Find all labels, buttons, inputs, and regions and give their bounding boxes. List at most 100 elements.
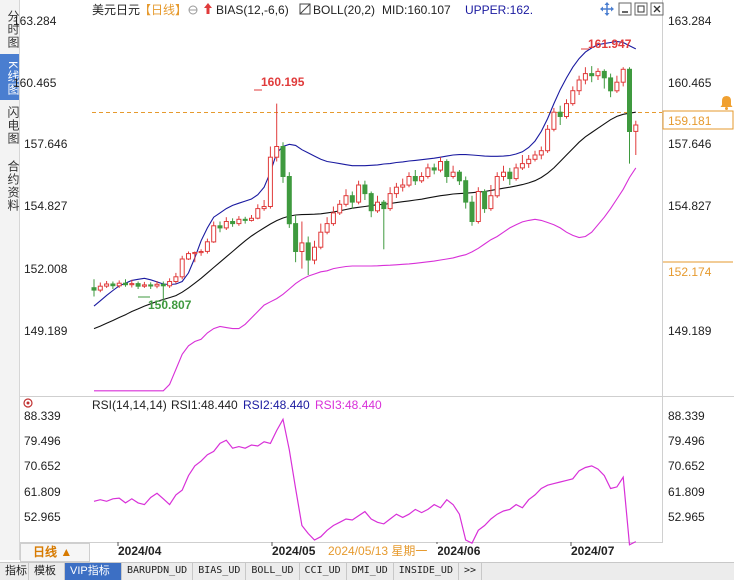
candle-body-down — [293, 223, 299, 253]
candle-body-up — [425, 167, 431, 177]
svg-text:150.807: 150.807 — [148, 298, 192, 312]
candle-body-up — [186, 253, 191, 260]
tab-contract-info[interactable]: 合约资料 — [6, 160, 20, 212]
rsi-axis-right: 88.339 79.496 70.652 61.809 52.965 — [668, 409, 705, 524]
tab-kline[interactable]: K线图 — [0, 54, 20, 100]
candle — [406, 172, 412, 188]
candle-body-up — [582, 73, 588, 81]
candle — [230, 218, 236, 227]
candle — [501, 165, 506, 181]
candle-body-down — [368, 193, 374, 212]
price-tick-left: 160.465 — [13, 76, 57, 90]
candle-body-up — [236, 218, 242, 225]
candle — [148, 282, 154, 289]
candle — [589, 66, 595, 83]
rsi-line — [93, 417, 637, 546]
candle-body-up — [274, 146, 280, 158]
candle — [375, 195, 380, 213]
candle-body-up — [204, 241, 210, 252]
candle — [463, 176, 469, 209]
candle — [337, 200, 343, 215]
candle-body-up — [419, 176, 425, 182]
tab-lightning[interactable]: 闪电图 — [6, 105, 20, 145]
candle-body-up — [173, 276, 179, 282]
price-axis-left: 163.284 160.465 157.646 154.827 152.008 … — [13, 14, 68, 338]
tab-more[interactable]: >> — [459, 563, 483, 580]
candle-body-down — [608, 77, 614, 92]
rsi-tick-left: 70.652 — [24, 459, 61, 473]
candle — [223, 217, 229, 230]
period-selector-button[interactable]: 日线 ▲ — [20, 543, 90, 562]
candle-body-down — [280, 146, 286, 177]
candle — [494, 172, 500, 198]
candle-body-up — [330, 212, 336, 225]
candle — [242, 216, 248, 224]
candle-body-up — [633, 124, 639, 132]
candle-body-up — [223, 221, 229, 229]
candle — [167, 278, 173, 288]
candle-body-up — [337, 203, 343, 214]
tab-dmi[interactable]: DMI_UD — [347, 563, 394, 580]
boll-bands — [93, 40, 637, 392]
rsi-tick-right: 70.652 — [668, 459, 705, 473]
tab-templates[interactable]: 模板 — [29, 563, 65, 580]
candle — [349, 191, 355, 209]
move-icon[interactable] — [600, 2, 614, 16]
candle — [450, 165, 456, 179]
cursor-date-label: 2024/05/13 星期一 — [328, 544, 427, 558]
rsi-tick-right: 79.496 — [668, 434, 705, 448]
candle-body-up — [324, 223, 330, 233]
rsi-tick-right: 88.339 — [668, 409, 705, 423]
minimize-icon[interactable] — [618, 2, 632, 16]
candle-body-down — [507, 171, 513, 180]
maximize-icon[interactable] — [634, 2, 648, 16]
candle — [620, 67, 626, 87]
candle-body-up — [116, 282, 122, 287]
tab-boll[interactable]: BOLL_UD — [246, 563, 300, 580]
x-tick-label: 2024/06 — [437, 544, 481, 558]
candle-body-up — [438, 161, 443, 171]
price-axis-right: 163.284 160.465 157.646 154.827 149.189 — [668, 14, 712, 338]
candle-body-up — [488, 195, 494, 210]
settings-icon[interactable] — [188, 5, 198, 15]
high-annotation-2: 161.947 — [581, 37, 632, 51]
candle-body-up — [97, 285, 103, 291]
rsi-settings-icon[interactable] — [23, 398, 33, 408]
candle — [545, 125, 551, 153]
tab-bias[interactable]: BIAS_UD — [193, 563, 247, 580]
candle — [318, 223, 324, 250]
candle-body-down — [627, 68, 632, 133]
tab-time-sharing[interactable]: 分时图 — [6, 9, 20, 49]
boll-legend: BOLL(20,2) — [313, 3, 375, 17]
candle — [186, 251, 191, 260]
candle — [627, 67, 632, 164]
x-tick-label: 2024/07 — [571, 544, 615, 558]
candle — [324, 217, 330, 235]
close-icon[interactable] — [650, 2, 664, 16]
candle-body-up — [299, 242, 305, 252]
candle — [595, 68, 601, 80]
alarm-icon[interactable] — [720, 96, 733, 110]
price-tick-left: 152.008 — [24, 262, 68, 276]
candle — [129, 279, 135, 288]
tab-barupdn[interactable]: BARUPDN_UD — [122, 563, 194, 580]
tab-cci[interactable]: CCI_UD — [300, 563, 347, 580]
candle-body-down — [286, 176, 292, 225]
candle-body-up — [356, 184, 362, 203]
candle — [469, 195, 475, 226]
price-tick-left: 157.646 — [24, 137, 68, 151]
candle — [274, 103, 280, 162]
candle-body-up — [475, 191, 481, 222]
tab-indicators[interactable]: 指标 — [0, 563, 29, 580]
candle-body-up — [620, 68, 626, 83]
indicator-box-icon[interactable] — [299, 3, 311, 15]
candle — [116, 280, 122, 288]
candle-body-up — [267, 156, 273, 207]
candle-body-up — [192, 252, 198, 255]
tab-vip-indicators[interactable]: VIP指标 — [65, 563, 122, 580]
candle-body-up — [501, 171, 506, 177]
candle-body-down — [91, 287, 97, 291]
tab-inside[interactable]: INSIDE_UD — [394, 563, 459, 580]
candle-body-down — [557, 111, 563, 117]
rsi-axis-left: 88.339 79.496 70.652 61.809 52.965 — [24, 409, 61, 524]
